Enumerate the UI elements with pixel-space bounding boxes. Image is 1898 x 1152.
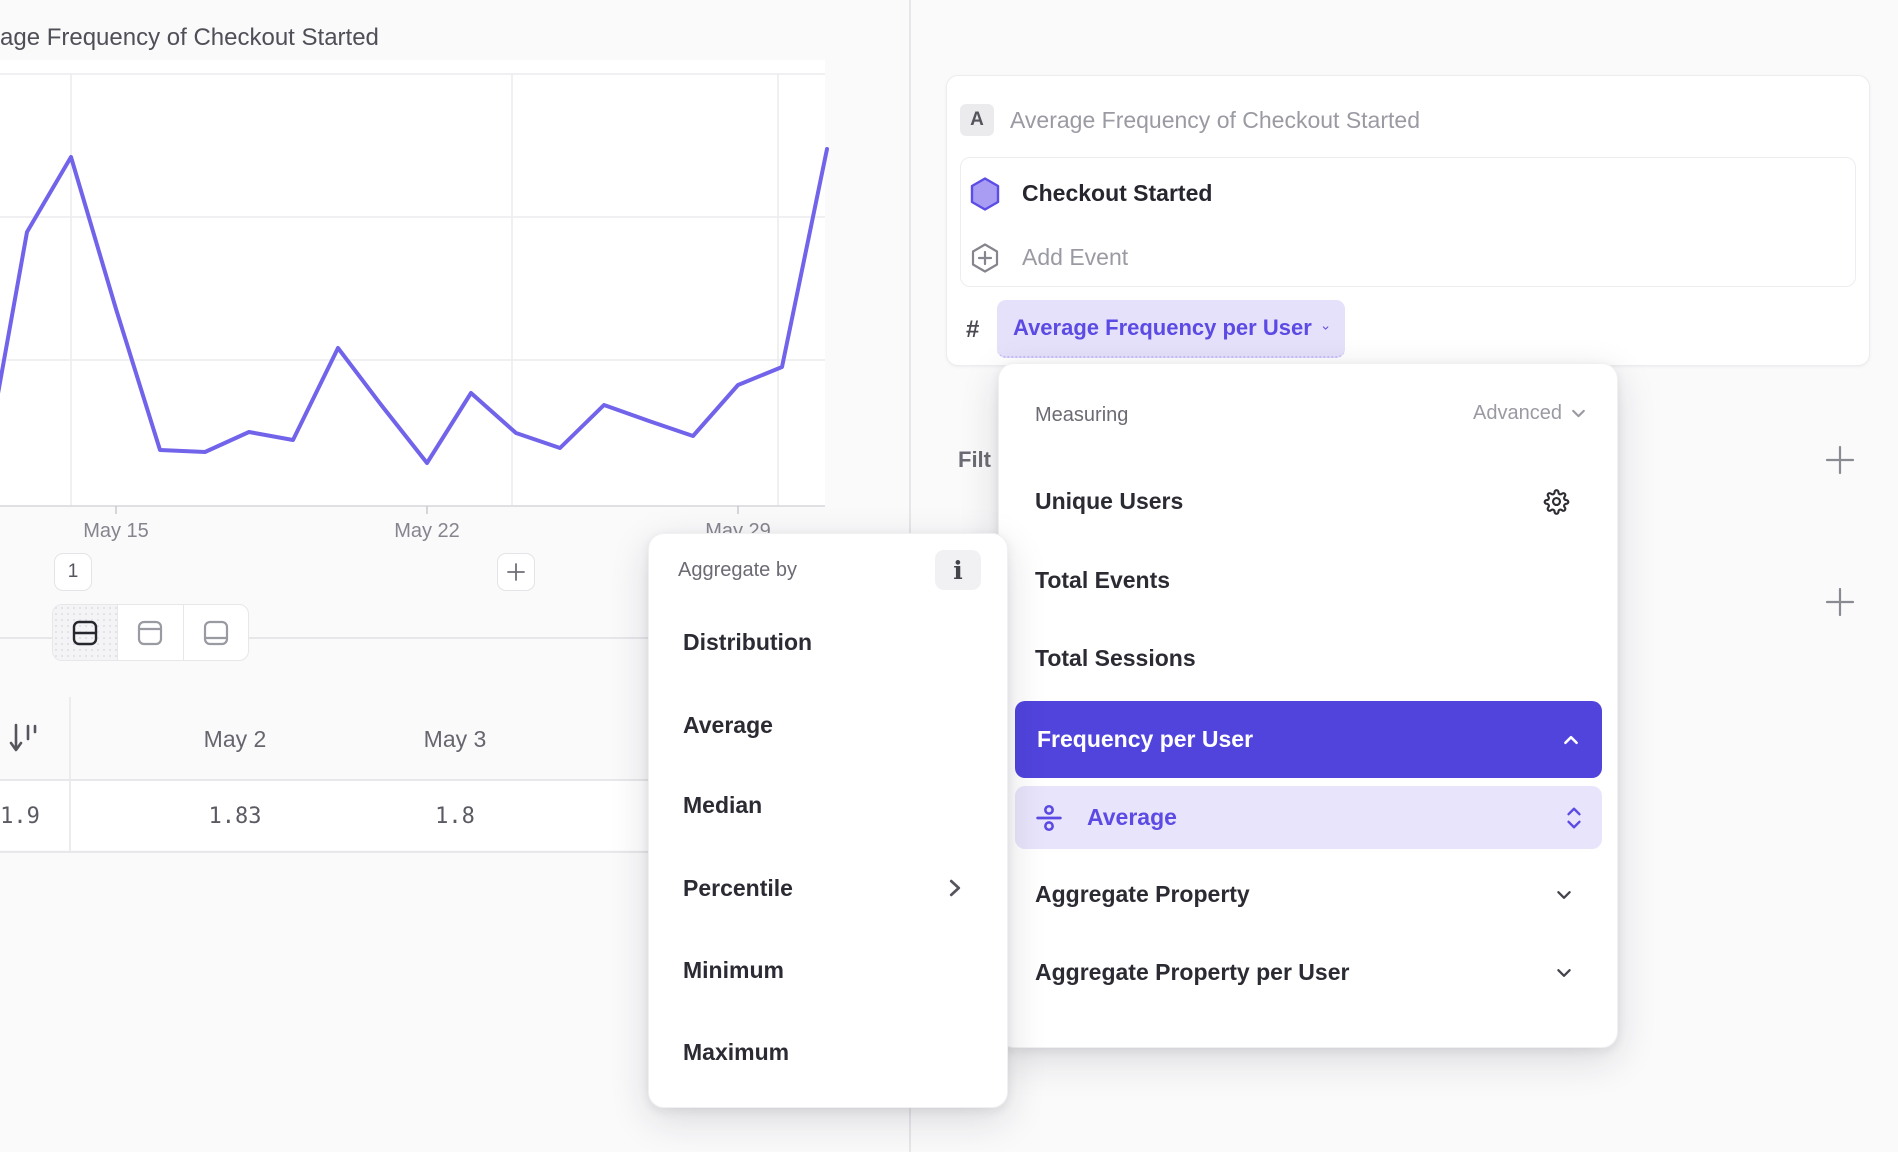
plus-icon xyxy=(507,563,525,581)
layout-toggle-group xyxy=(52,604,249,661)
add-annotation-button[interactable] xyxy=(497,553,535,591)
event-name[interactable]: Checkout Started xyxy=(1022,180,1213,206)
plus-icon xyxy=(1825,587,1855,617)
up-down-chevrons-icon xyxy=(1567,807,1581,828)
menu-item-distribution[interactable]: Distribution xyxy=(683,629,813,655)
table-view-toggle[interactable] xyxy=(182,605,248,660)
menu-item-percentile[interactable]: Percentile xyxy=(683,875,793,901)
menu-item-aggregate-property[interactable]: Aggregate Property xyxy=(1035,881,1250,907)
chart-table-divider xyxy=(0,637,908,639)
menu-subitem-average[interactable]: Average xyxy=(1015,786,1602,849)
sort-rows-icon[interactable] xyxy=(8,720,38,756)
menu-item-total-events[interactable]: Total Events xyxy=(1035,567,1171,593)
gear-icon[interactable] xyxy=(1543,488,1570,515)
aggregate-by-header: Aggregate by xyxy=(678,559,797,581)
chevron-down-icon[interactable] xyxy=(1555,886,1573,904)
table-value-may2: 1.83 xyxy=(208,804,262,829)
x-tick-label: May 15 xyxy=(83,520,149,542)
menu-item-aggregate-property-per-user[interactable]: Aggregate Property per User xyxy=(1035,959,1350,985)
metric-name-input[interactable]: Average Frequency of Checkout Started xyxy=(1010,107,1420,133)
chart-view-icon xyxy=(138,620,163,645)
chevron-up-icon xyxy=(1564,735,1578,744)
table-value-may3: 1.8 xyxy=(435,804,475,829)
page-indicator-button[interactable]: 1 xyxy=(54,553,92,591)
table-view-icon xyxy=(203,620,228,645)
add-filter-button[interactable] xyxy=(1822,442,1858,478)
advanced-label: Advanced xyxy=(1473,402,1562,424)
split-view-icon xyxy=(72,620,98,645)
chevron-down-icon[interactable] xyxy=(1555,964,1573,982)
subitem-label: Average xyxy=(1087,804,1177,830)
metric-label-badge: A xyxy=(960,104,994,136)
table-header-may3[interactable]: May 3 xyxy=(423,726,487,752)
advanced-toggle[interactable]: Advanced xyxy=(1473,402,1587,425)
menu-item-total-sessions[interactable]: Total Sessions xyxy=(1035,645,1196,671)
add-event-button[interactable]: Add Event xyxy=(1022,244,1129,270)
chevron-down-icon xyxy=(1572,409,1585,418)
menu-item-average[interactable]: Average xyxy=(683,712,773,738)
frequency-line-chart[interactable] xyxy=(0,0,910,552)
info-icon[interactable]: i xyxy=(935,550,981,590)
menu-item-minimum[interactable]: Minimum xyxy=(683,957,784,983)
add-section-button[interactable] xyxy=(1822,584,1858,620)
event-card xyxy=(960,157,1856,287)
chart-view-toggle[interactable] xyxy=(117,605,182,660)
filters-section-heading: Filt xyxy=(958,447,991,472)
chevron-right-icon xyxy=(949,879,961,897)
x-tick-label: May 22 xyxy=(394,520,460,542)
split-view-toggle[interactable] xyxy=(53,605,118,660)
table-header-border xyxy=(0,779,908,781)
table-value-partial-left: 1.9 xyxy=(0,804,40,829)
plus-icon xyxy=(1825,445,1855,475)
table-column-divider xyxy=(69,697,71,851)
table-row-border xyxy=(0,851,908,853)
measure-hash-prefix: # xyxy=(966,316,980,343)
menu-item-unique-users[interactable]: Unique Users xyxy=(1035,488,1184,514)
metric-section-heading: Metric xyxy=(946,0,1166,9)
menu-item-maximum[interactable]: Maximum xyxy=(683,1039,790,1065)
page-indicator-label: 1 xyxy=(67,561,79,582)
measure-selector-pill[interactable]: Average Frequency per User xyxy=(997,300,1345,358)
table-header-may2[interactable]: May 2 xyxy=(203,726,267,752)
selected-item-label: Frequency per User xyxy=(1037,726,1254,752)
menu-item-median[interactable]: Median xyxy=(683,792,763,818)
menu-item-frequency-per-user-selected[interactable]: Frequency per User xyxy=(1015,701,1602,778)
chart-title: age Frequency of Checkout Started xyxy=(0,24,379,51)
average-division-icon xyxy=(1036,804,1062,831)
chevron-down-icon xyxy=(1322,326,1329,330)
add-event-icon xyxy=(969,242,1001,274)
measuring-header: Measuring xyxy=(1035,404,1129,426)
aggregate-by-popover: Aggregate by i Distribution Average Medi… xyxy=(648,533,1008,1108)
event-hexagon-icon xyxy=(969,177,1001,211)
measuring-popover: Measuring Advanced Unique Users Total Ev… xyxy=(998,363,1618,1048)
measure-pill-label: Average Frequency per User xyxy=(1013,315,1312,340)
